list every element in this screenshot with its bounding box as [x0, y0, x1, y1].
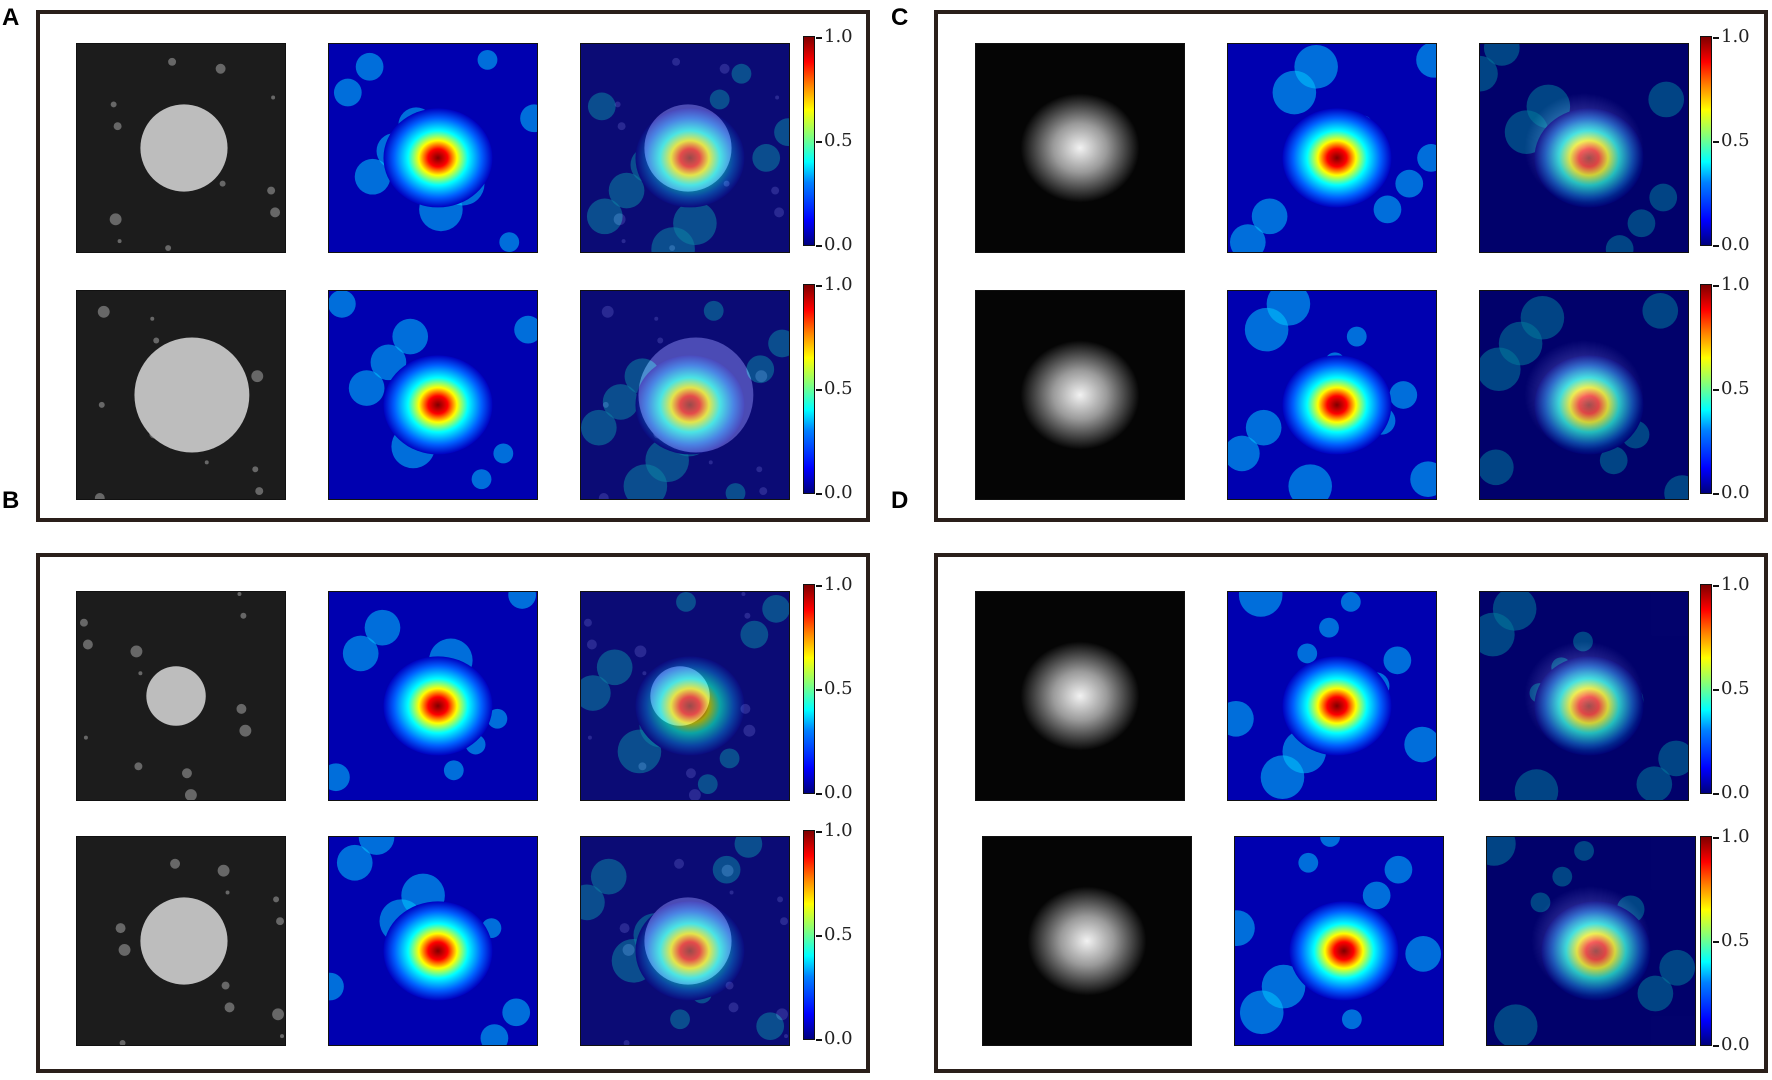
colorbar-tick-label: 1.0	[824, 820, 853, 841]
panel-b-row2-overlay	[580, 836, 790, 1046]
colorbar-tick	[816, 935, 822, 937]
colorbar-tick-label: 0.5	[824, 130, 853, 151]
panel-d-frame	[934, 553, 1768, 1073]
colorbar-tick-label: 0.5	[1721, 930, 1750, 951]
colorbar-tick-label: 0.5	[1721, 678, 1750, 699]
colorbar-tick-label: 1.0	[824, 274, 853, 295]
panel-a-row2-ct-image	[76, 290, 286, 500]
colorbar-tick	[1713, 689, 1719, 691]
colorbar-tick-label: 0.5	[1721, 378, 1750, 399]
panel-label-c: C	[891, 4, 909, 31]
colorbar-tick	[1713, 389, 1719, 391]
colorbar-tick-label: 0.5	[1721, 130, 1750, 151]
panel-c-frame	[934, 10, 1768, 522]
colorbar-tick-label: 0.0	[824, 482, 853, 503]
panel-c-row2-heatmap	[1227, 290, 1437, 500]
colorbar-tick-label: 1.0	[1721, 826, 1750, 847]
panel-a-row2-heatmap	[328, 290, 538, 500]
panel-a-row1-colorbar: 1.0 0.5 0.0	[803, 28, 853, 254]
colorbar-tick	[816, 793, 822, 795]
panel-a-row1-overlay	[580, 43, 790, 253]
colorbar-tick	[816, 141, 822, 143]
colorbar-tick	[1713, 141, 1719, 143]
colorbar-tick	[1713, 245, 1719, 247]
colorbar-tick-label: 1.0	[824, 574, 853, 595]
panel-label-b: B	[2, 487, 20, 514]
colorbar-tick	[1713, 493, 1719, 495]
panel-c-row2-ct-image	[975, 290, 1185, 500]
panel-b-row2-heatmap	[328, 836, 538, 1046]
colorbar-tick	[1713, 37, 1719, 39]
panel-d-row1-heatmap	[1227, 591, 1437, 801]
colorbar-tick	[1713, 585, 1719, 587]
colorbar-tick	[1713, 285, 1719, 287]
panel-label-d: D	[891, 487, 909, 514]
panel-d-row2-overlay	[1486, 836, 1696, 1046]
panel-a-row2-colorbar: 1.0 0.5 0.0	[803, 276, 853, 502]
colorbar-tick-label: 0.5	[824, 678, 853, 699]
colorbar-tick	[816, 245, 822, 247]
panel-a-row1-heatmap	[328, 43, 538, 253]
colorbar-tick	[816, 285, 822, 287]
colorbar-tick-label: 1.0	[824, 26, 853, 47]
panel-c-row1-colorbar: 1.0 0.5 0.0	[1700, 28, 1750, 254]
panel-d-row1-ct-image	[975, 591, 1185, 801]
colorbar-tick	[816, 831, 822, 833]
panel-c-row2-colorbar: 1.0 0.5 0.0	[1700, 276, 1750, 502]
colorbar-tick	[816, 689, 822, 691]
panel-d-row2-heatmap	[1234, 836, 1444, 1046]
colorbar-tick-label: 0.0	[1721, 782, 1750, 803]
colorbar-tick	[1713, 837, 1719, 839]
colorbar-tick-label: 0.5	[824, 378, 853, 399]
colorbar-tick	[1713, 1045, 1719, 1047]
panel-c-row1-heatmap	[1227, 43, 1437, 253]
colorbar-tick-label: 0.0	[824, 782, 853, 803]
panel-b-row2-colorbar: 1.0 0.5 0.0	[803, 822, 853, 1048]
panel-a-row2-overlay	[580, 290, 790, 500]
colorbar-tick	[1713, 941, 1719, 943]
panel-a-frame	[36, 10, 870, 522]
colorbar-tick	[816, 585, 822, 587]
panel-d-row2-ct-image	[982, 836, 1192, 1046]
colorbar-tick	[816, 493, 822, 495]
colorbar-tick-label: 0.0	[1721, 482, 1750, 503]
panel-b-row1-ct-image	[76, 591, 286, 801]
colorbar-tick	[816, 1039, 822, 1041]
colorbar-tick	[816, 37, 822, 39]
panel-b-frame	[36, 553, 870, 1073]
panel-label-a: A	[2, 4, 20, 31]
colorbar-tick-label: 1.0	[1721, 274, 1750, 295]
panel-c-row1-ct-image	[975, 43, 1185, 253]
colorbar-tick-label: 1.0	[1721, 574, 1750, 595]
colorbar-tick-label: 0.5	[824, 924, 853, 945]
panel-b-row2-ct-image	[76, 836, 286, 1046]
panel-d-row2-colorbar: 1.0 0.5 0.0	[1700, 828, 1750, 1054]
panel-b-row1-heatmap	[328, 591, 538, 801]
panel-b-row1-overlay	[580, 591, 790, 801]
colorbar-tick	[816, 389, 822, 391]
colorbar-tick-label: 0.0	[824, 234, 853, 255]
panel-c-row2-overlay	[1479, 290, 1689, 500]
colorbar-tick	[1713, 793, 1719, 795]
colorbar-tick-label: 1.0	[1721, 26, 1750, 47]
panel-d-row1-colorbar: 1.0 0.5 0.0	[1700, 576, 1750, 802]
colorbar-tick-label: 0.0	[1721, 1034, 1750, 1055]
colorbar-tick-label: 0.0	[1721, 234, 1750, 255]
colorbar-tick-label: 0.0	[824, 1028, 853, 1049]
panel-c-row1-overlay	[1479, 43, 1689, 253]
panel-b-row1-colorbar: 1.0 0.5 0.0	[803, 576, 853, 802]
panel-d-row1-overlay	[1479, 591, 1689, 801]
panel-a-row1-ct-image	[76, 43, 286, 253]
